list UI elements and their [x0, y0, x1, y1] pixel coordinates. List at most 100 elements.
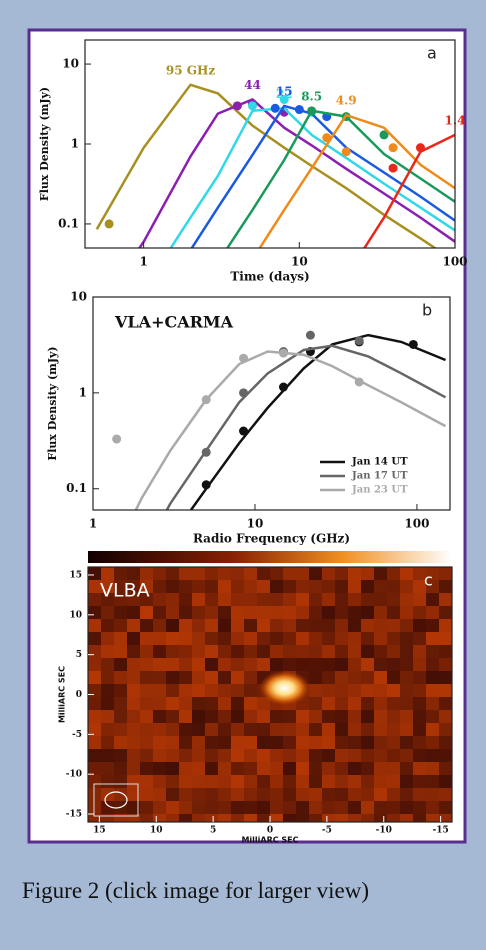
data-point	[306, 331, 315, 340]
noise-cell	[270, 788, 284, 802]
noise-cell	[283, 788, 297, 802]
noise-cell	[413, 593, 427, 607]
x-tick-label: -5	[322, 826, 332, 836]
noise-cell	[361, 762, 375, 776]
noise-cell	[348, 606, 362, 620]
noise-cell	[166, 710, 180, 724]
noise-cell	[296, 801, 310, 815]
noise-cell	[270, 593, 284, 607]
noise-cell	[348, 684, 362, 698]
noise-cell	[439, 723, 453, 737]
noise-cell	[413, 658, 427, 672]
noise-cell	[270, 762, 284, 776]
noise-cell	[205, 632, 219, 646]
noise-cell	[257, 567, 271, 581]
series-label: 44	[244, 78, 261, 92]
noise-cell	[387, 788, 401, 802]
noise-cell	[140, 567, 154, 581]
noise-cell	[192, 749, 206, 763]
noise-cell	[439, 775, 453, 789]
noise-cell	[361, 788, 375, 802]
noise-cell	[439, 788, 453, 802]
noise-cell	[166, 632, 180, 646]
noise-cell	[283, 606, 297, 620]
noise-cell	[374, 658, 388, 672]
noise-cell	[387, 580, 401, 594]
noise-cell	[296, 749, 310, 763]
noise-cell	[231, 606, 245, 620]
noise-cell	[335, 775, 349, 789]
noise-cell	[439, 580, 453, 594]
panel-label: c	[424, 571, 433, 590]
noise-cell	[361, 632, 375, 646]
noise-cell	[309, 658, 323, 672]
noise-cell	[114, 567, 128, 581]
noise-cell	[179, 632, 193, 646]
noise-cell	[192, 567, 206, 581]
y-tick-label: 10	[62, 57, 79, 71]
noise-cell	[127, 671, 141, 685]
noise-cell	[140, 645, 154, 659]
noise-cell	[127, 684, 141, 698]
noise-cell	[335, 762, 349, 776]
noise-cell	[348, 710, 362, 724]
noise-cell	[400, 671, 414, 685]
noise-cell	[348, 736, 362, 750]
noise-cell	[439, 671, 453, 685]
noise-cell	[296, 658, 310, 672]
noise-cell	[296, 710, 310, 724]
noise-cell	[244, 710, 258, 724]
noise-cell	[127, 606, 141, 620]
noise-cell	[218, 697, 232, 711]
noise-cell	[153, 801, 167, 815]
noise-cell	[426, 749, 440, 763]
noise-cell	[296, 567, 310, 581]
noise-cell	[153, 567, 167, 581]
caption[interactable]: Figure 2 (click image for larger view)	[22, 878, 369, 904]
noise-cell	[322, 632, 336, 646]
noise-cell	[348, 788, 362, 802]
x-axis-label: Time (days)	[230, 270, 309, 284]
noise-cell	[439, 606, 453, 620]
noise-cell	[296, 788, 310, 802]
noise-cell	[257, 723, 271, 737]
noise-cell	[179, 580, 193, 594]
noise-cell	[374, 762, 388, 776]
noise-cell	[88, 788, 102, 802]
panel-label: b	[422, 301, 432, 320]
y-tick-label: 0.1	[66, 481, 87, 495]
noise-cell	[426, 736, 440, 750]
noise-cell	[283, 619, 297, 633]
noise-cell	[153, 788, 167, 802]
data-point	[295, 105, 304, 114]
noise-cell	[88, 697, 102, 711]
data-point	[279, 383, 288, 392]
noise-cell	[218, 736, 232, 750]
noise-cell	[270, 632, 284, 646]
y-tick-label: 5	[76, 650, 82, 660]
noise-cell	[413, 736, 427, 750]
noise-cell	[231, 723, 245, 737]
noise-cell	[348, 749, 362, 763]
noise-cell	[283, 736, 297, 750]
noise-cell	[244, 658, 258, 672]
noise-cell	[400, 697, 414, 711]
noise-cell	[101, 697, 115, 711]
noise-cell	[127, 567, 141, 581]
noise-cell	[101, 671, 115, 685]
noise-cell	[270, 749, 284, 763]
noise-cell	[192, 619, 206, 633]
noise-cell	[361, 658, 375, 672]
noise-cell	[231, 801, 245, 815]
noise-cell	[101, 710, 115, 724]
noise-cell	[166, 749, 180, 763]
noise-cell	[322, 658, 336, 672]
noise-cell	[426, 762, 440, 776]
noise-cell	[335, 593, 349, 607]
noise-cell	[88, 762, 102, 776]
noise-cell	[387, 567, 401, 581]
noise-cell	[309, 736, 323, 750]
x-tick-label: 1	[139, 255, 147, 269]
noise-cell	[361, 593, 375, 607]
